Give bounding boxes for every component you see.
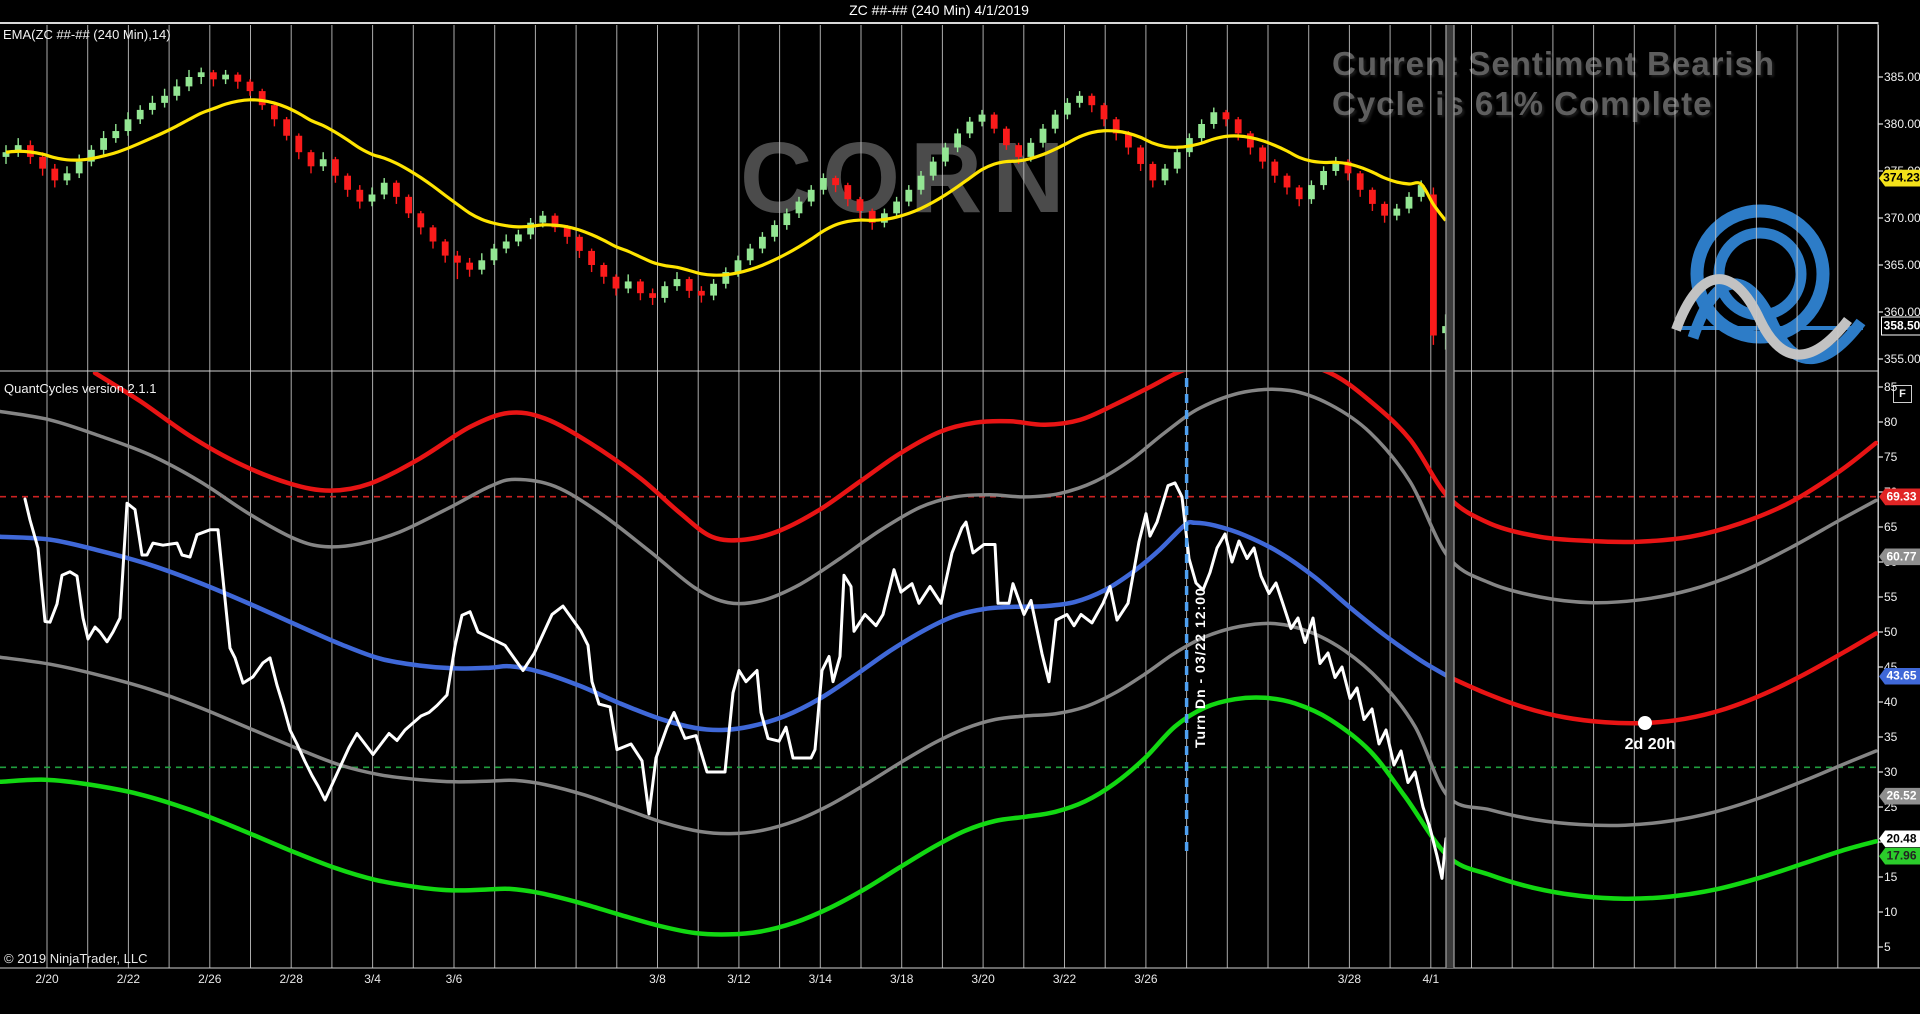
lower-extreme-value-tag: 17.96 — [1879, 847, 1920, 865]
date-label-2-20: 2/20 — [35, 972, 59, 986]
lower-mid-band-line — [0, 621, 1878, 836]
upper-mid-band-line — [0, 387, 1878, 606]
date-label-4-1: 4/1 — [1422, 972, 1440, 986]
turn-down-annotation: Turn Dn - 03/22 12:00 — [1192, 587, 1208, 748]
date-label-3-6: 3/6 — [445, 972, 463, 986]
candlesticks — [2, 67, 1449, 350]
ema-indicator-label: EMA(ZC ##-## (240 Min),14) — [3, 27, 171, 42]
price-tick-365.00: 365.00 — [1884, 258, 1920, 272]
date-label-3-4: 3/4 — [364, 972, 381, 986]
cycle-tick-35: 35 — [1884, 730, 1898, 744]
date-label-3-8: 3/8 — [649, 972, 666, 986]
date-label-3-22: 3/22 — [1052, 972, 1077, 986]
ema-value-tag: 374.23 — [1879, 169, 1920, 187]
cycle-tick-85: 85 — [1884, 380, 1898, 394]
cycle-tick-65: 65 — [1884, 520, 1898, 534]
cycle-tick-5: 5 — [1884, 940, 1891, 954]
date-label-2-26: 2/26 — [198, 972, 222, 986]
upper-mid-value-tag: 60.77 — [1879, 548, 1920, 566]
last-price-value-tag: 358.50 — [1881, 316, 1920, 336]
instrument-watermark: CORN — [740, 122, 1075, 234]
quantcycles-indicator-label: QuantCycles version 2.1.1 — [4, 381, 157, 396]
oscillator-value-tag: 20.48 — [1879, 830, 1920, 848]
oscillator-line — [23, 481, 1448, 880]
cycle-tick-40: 40 — [1884, 695, 1898, 709]
cycle-tick-55: 55 — [1884, 590, 1898, 604]
price-tick-355.00: 355.00 — [1884, 352, 1920, 366]
cycle-low-countdown: 2d 20h — [1624, 736, 1676, 753]
date-label-3-26: 3/26 — [1134, 972, 1158, 986]
price-tick-380.00: 380.00 — [1884, 117, 1920, 131]
cycle-tick-30: 30 — [1884, 765, 1898, 779]
date-label-3-28: 3/28 — [1337, 972, 1362, 986]
fixed-scale-button[interactable]: F — [1893, 385, 1912, 403]
lower-mid-value-tag: 26.52 — [1879, 787, 1920, 805]
date-label-3-12: 3/12 — [727, 972, 751, 986]
cycle-low-dot — [1638, 716, 1652, 730]
price-tick-360.00: 360.00 — [1884, 305, 1920, 319]
date-label-2-22: 2/22 — [116, 972, 141, 986]
upper-extreme-value-tag: 69.33 — [1879, 488, 1920, 506]
date-label-3-20: 3/20 — [971, 972, 995, 986]
quantcycles-logo — [1671, 204, 1866, 364]
lower-extreme-band-line — [0, 695, 1878, 937]
date-label-2-28: 2/28 — [279, 972, 303, 986]
cycle-tick-15: 15 — [1884, 870, 1898, 884]
price-tick-385.00: 385.00 — [1884, 70, 1920, 84]
cycle-tick-50: 50 — [1884, 625, 1898, 639]
cycle-tick-80: 80 — [1884, 415, 1898, 429]
date-label-3-18: 3/18 — [890, 972, 914, 986]
cycle-midline-forecast-line — [1445, 631, 1878, 726]
cycle-tick-10: 10 — [1884, 905, 1898, 919]
cycle-tick-75: 75 — [1884, 450, 1898, 464]
upper-extreme-band-line — [92, 372, 1878, 545]
price-tick-370.00: 370.00 — [1884, 211, 1920, 225]
window-title: ZC ##-## (240 Min) 4/1/2019 — [0, 0, 1878, 24]
ninjatrader-copyright: © 2019 NinjaTrader, LLC — [4, 951, 148, 966]
ema-line — [5, 98, 1447, 277]
panel-borders — [0, 22, 1920, 969]
cycle-mid-value-tag: 43.65 — [1879, 667, 1920, 685]
date-label-3-14: 3/14 — [808, 972, 832, 986]
sentiment-line-2: Cycle is 61% Complete — [1332, 85, 1713, 122]
axis-tick-marks — [1878, 76, 1883, 948]
forecast-separator — [1445, 25, 1455, 968]
